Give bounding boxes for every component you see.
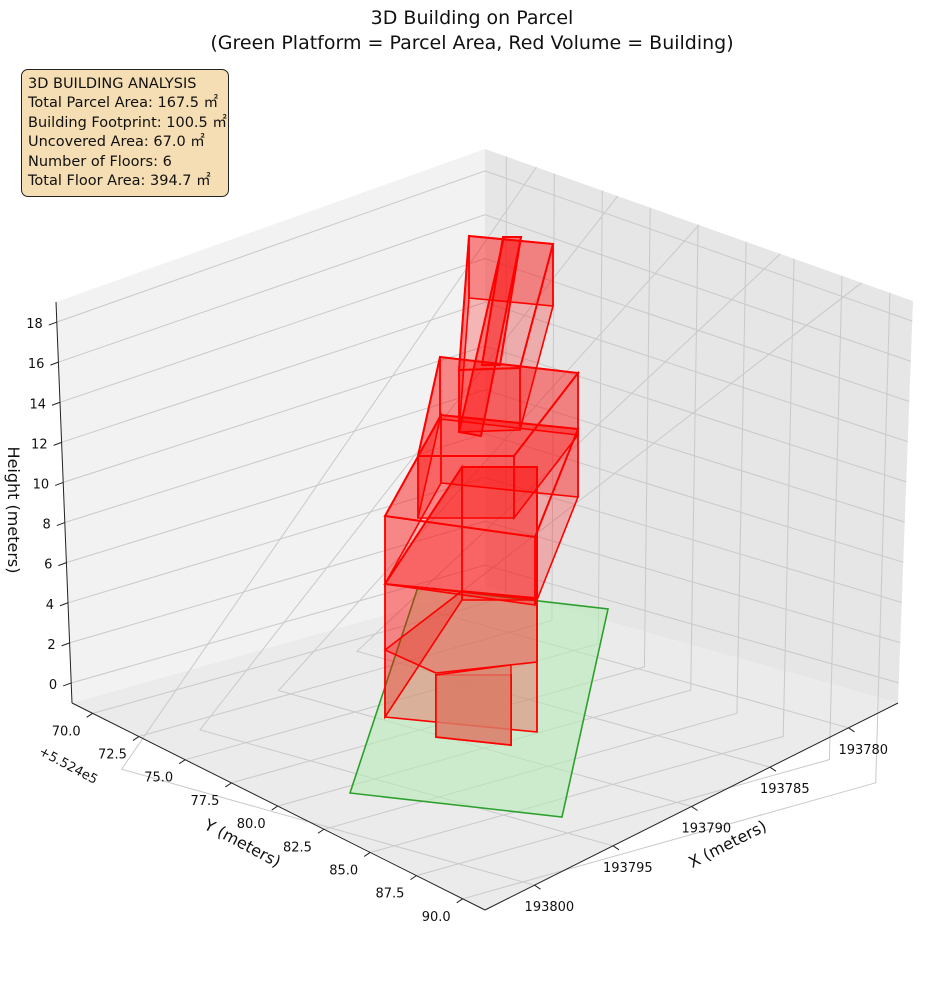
y-tick-label: 82.5 <box>283 840 312 855</box>
y-grid-line <box>370 258 795 853</box>
z-tick-mark <box>56 522 65 527</box>
z-tick-label: 4 <box>46 598 54 613</box>
z-tick-mark <box>59 602 69 607</box>
building-block-lower <box>383 464 538 733</box>
y-tick-mark <box>363 852 371 857</box>
z-grid-line <box>61 301 908 443</box>
z-tick-mark <box>48 321 57 326</box>
z-grid-line <box>66 433 904 564</box>
y-tick-mark <box>317 828 325 834</box>
z-grid-line <box>59 257 910 403</box>
z-tick-mark <box>58 562 67 567</box>
y-tick-label: 75.0 <box>144 771 173 786</box>
z-tick-label: 6 <box>44 558 52 573</box>
x-tick-label: 193780 <box>838 743 888 758</box>
building-block-high-top <box>457 234 555 372</box>
y-grid-line <box>416 275 843 877</box>
back-right-pane <box>485 149 913 703</box>
chart-title-line1: 3D Building on Parcel <box>370 7 574 29</box>
info-uncovered-area: Uncovered Area: 67.0 ㎡ <box>28 134 205 151</box>
building-layer <box>383 234 580 747</box>
building-block-middle <box>383 411 580 606</box>
z-tick-label: 10 <box>33 477 50 492</box>
y-tick-mark <box>225 782 232 788</box>
z-grid-line <box>69 520 901 644</box>
z-tick-mark <box>53 441 62 446</box>
y-tick-mark <box>410 875 417 881</box>
z-grid-line <box>64 389 905 523</box>
y-tick-label: 72.5 <box>98 748 127 763</box>
z-tick-mark <box>51 401 61 406</box>
analysis-info-box: 3D BUILDING ANALYSIS Total Parcel Area: … <box>21 69 229 197</box>
z-tick-label: 2 <box>47 638 55 653</box>
y-tick-mark <box>178 759 186 765</box>
y-tick-mark <box>271 805 278 811</box>
x-tick-label: 193790 <box>682 822 732 837</box>
y-tick-label: 90.0 <box>422 910 451 925</box>
z-tick-label: 18 <box>26 317 43 332</box>
chart-title-line2: (Green Platform = Parcel Area, Red Volum… <box>210 32 734 54</box>
building-block-upper-top <box>416 355 580 457</box>
z-tick-label: 0 <box>49 678 57 693</box>
building-front-annex <box>435 664 512 746</box>
z-tick-label: 8 <box>43 518 51 533</box>
z-grid-line <box>56 170 913 323</box>
z-tick-label: 14 <box>29 397 46 412</box>
z-tick-mark <box>63 682 72 687</box>
back-left-pane <box>56 149 485 703</box>
x-grid-line <box>356 253 781 768</box>
chart-title: 3D Building on Parcel (Green Platform = … <box>0 6 944 56</box>
info-total-floor-area: Total Floor Area: 394.7 ㎡ <box>28 173 211 190</box>
x-tick-mark <box>848 727 855 733</box>
y-tick-mark <box>456 898 463 904</box>
z-axis-label: Height (meters) <box>4 447 23 574</box>
y-tick-label: 85.0 <box>329 863 358 878</box>
z-axis-line <box>55 301 73 704</box>
info-building-footprint: Building Footprint: 100.5 ㎡ <box>28 114 227 131</box>
building-block-upper <box>416 355 580 521</box>
z-grid-line <box>71 564 899 684</box>
x-tick-label: 193795 <box>603 861 653 876</box>
z-grid-line <box>67 476 902 604</box>
building-ground-floor <box>383 590 538 674</box>
info-heading: 3D BUILDING ANALYSIS <box>28 76 197 92</box>
z-tick-label: 12 <box>31 437 48 452</box>
y-tick-mark <box>132 736 140 741</box>
x-tick-mark <box>769 766 777 772</box>
y-tick-mark <box>86 712 93 718</box>
x-tick-mark <box>534 884 541 890</box>
y-tick-label: 87.5 <box>375 887 404 902</box>
x-tick-mark <box>691 806 698 811</box>
z-grid-line <box>58 214 911 363</box>
info-number-of-floors: Number of Floors: 6 <box>28 153 172 170</box>
z-tick-label: 16 <box>28 357 45 372</box>
grid-lines <box>56 156 913 900</box>
x-tick-label: 193800 <box>525 900 575 915</box>
z-tick-mark <box>61 642 70 647</box>
building-spire-face <box>457 236 523 438</box>
y-tick-label: 80.0 <box>237 817 266 832</box>
y-offset-label: +5.524e5 <box>36 744 100 787</box>
building-block-high <box>457 234 555 433</box>
info-total-parcel-area: Total Parcel Area: 167.5 ㎡ <box>28 95 219 112</box>
x-tick-label: 193785 <box>760 782 810 797</box>
z-tick-mark <box>55 481 64 486</box>
y-grid-line <box>462 292 891 900</box>
x-tick-mark <box>612 845 620 851</box>
x-grid-line <box>120 166 537 886</box>
y-tick-label: 70.0 <box>52 724 81 739</box>
z-tick-mark <box>50 361 59 366</box>
y-tick-label: 77.5 <box>190 794 219 809</box>
tick-labels: 0 2 4 6 8 10 12 14 16 18 70.0 72.5 75.0 77.5 80.0 82.5 8… <box>26 317 888 925</box>
building-block-upper-side <box>417 455 515 519</box>
